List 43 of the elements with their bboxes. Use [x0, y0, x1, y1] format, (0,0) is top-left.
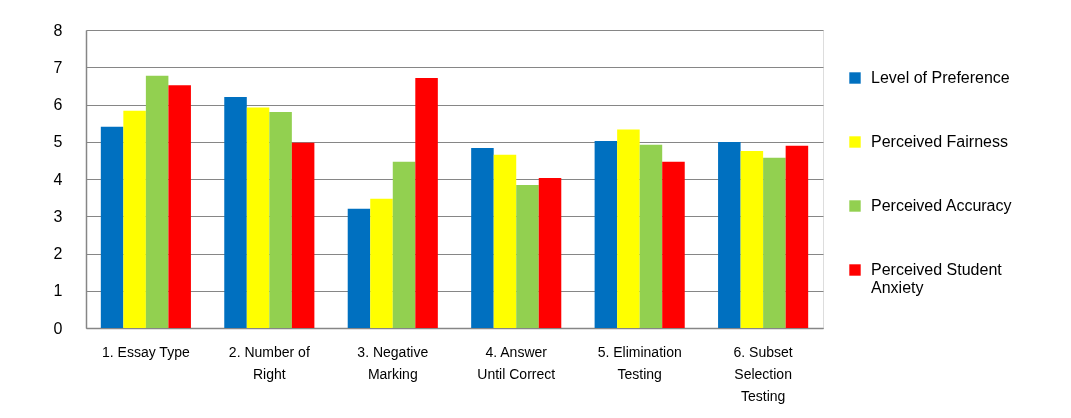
x-tick-label: 5. Elimination Testing — [597, 343, 682, 382]
bar — [718, 142, 741, 328]
bar — [246, 107, 270, 328]
bar — [392, 161, 416, 328]
legend-label: Perceived Fairness — [871, 133, 1008, 150]
bar — [538, 177, 562, 328]
bar — [224, 97, 247, 328]
bar — [617, 129, 640, 328]
y-tick-label: 8 — [53, 21, 63, 39]
bar — [516, 184, 539, 328]
y-tick-label: 4 — [53, 170, 63, 188]
bar — [370, 198, 393, 328]
y-tick-label: 0 — [53, 319, 63, 337]
legend-label: Perceived Student Anxiety — [871, 261, 1003, 296]
y-tick-label: 7 — [53, 58, 63, 76]
y-tick-label: 3 — [53, 207, 63, 225]
bar — [763, 157, 786, 328]
bar — [662, 161, 685, 328]
bar — [291, 142, 315, 328]
bar — [639, 144, 663, 328]
bar — [471, 148, 494, 328]
bar — [493, 154, 517, 328]
bar — [145, 75, 169, 328]
bar — [785, 145, 809, 328]
y-tick-label: 5 — [53, 133, 63, 151]
legend-label: Level of Preference — [871, 69, 1010, 86]
y-tick-label: 6 — [53, 96, 63, 113]
bar — [269, 111, 292, 328]
bar — [740, 151, 764, 328]
bar — [347, 208, 371, 328]
x-tick-label: 1. Essay Type — [102, 343, 190, 360]
y-tick-label: 1 — [53, 282, 63, 300]
bar — [123, 110, 146, 328]
bar — [594, 141, 618, 328]
x-tick-label: 4. Answer Until Correct — [477, 343, 556, 382]
bar — [415, 78, 438, 328]
bar — [168, 85, 191, 328]
legend-label: Perceived Accuracy — [871, 197, 1012, 214]
x-tick-label: 2. Number of Right — [228, 343, 310, 382]
y-tick-label: 2 — [53, 245, 63, 262]
x-tick-label: 3. Negative Marking — [357, 343, 429, 382]
x-tick-label: 6. Subset Selection Testing — [733, 343, 793, 404]
bar — [100, 126, 124, 328]
